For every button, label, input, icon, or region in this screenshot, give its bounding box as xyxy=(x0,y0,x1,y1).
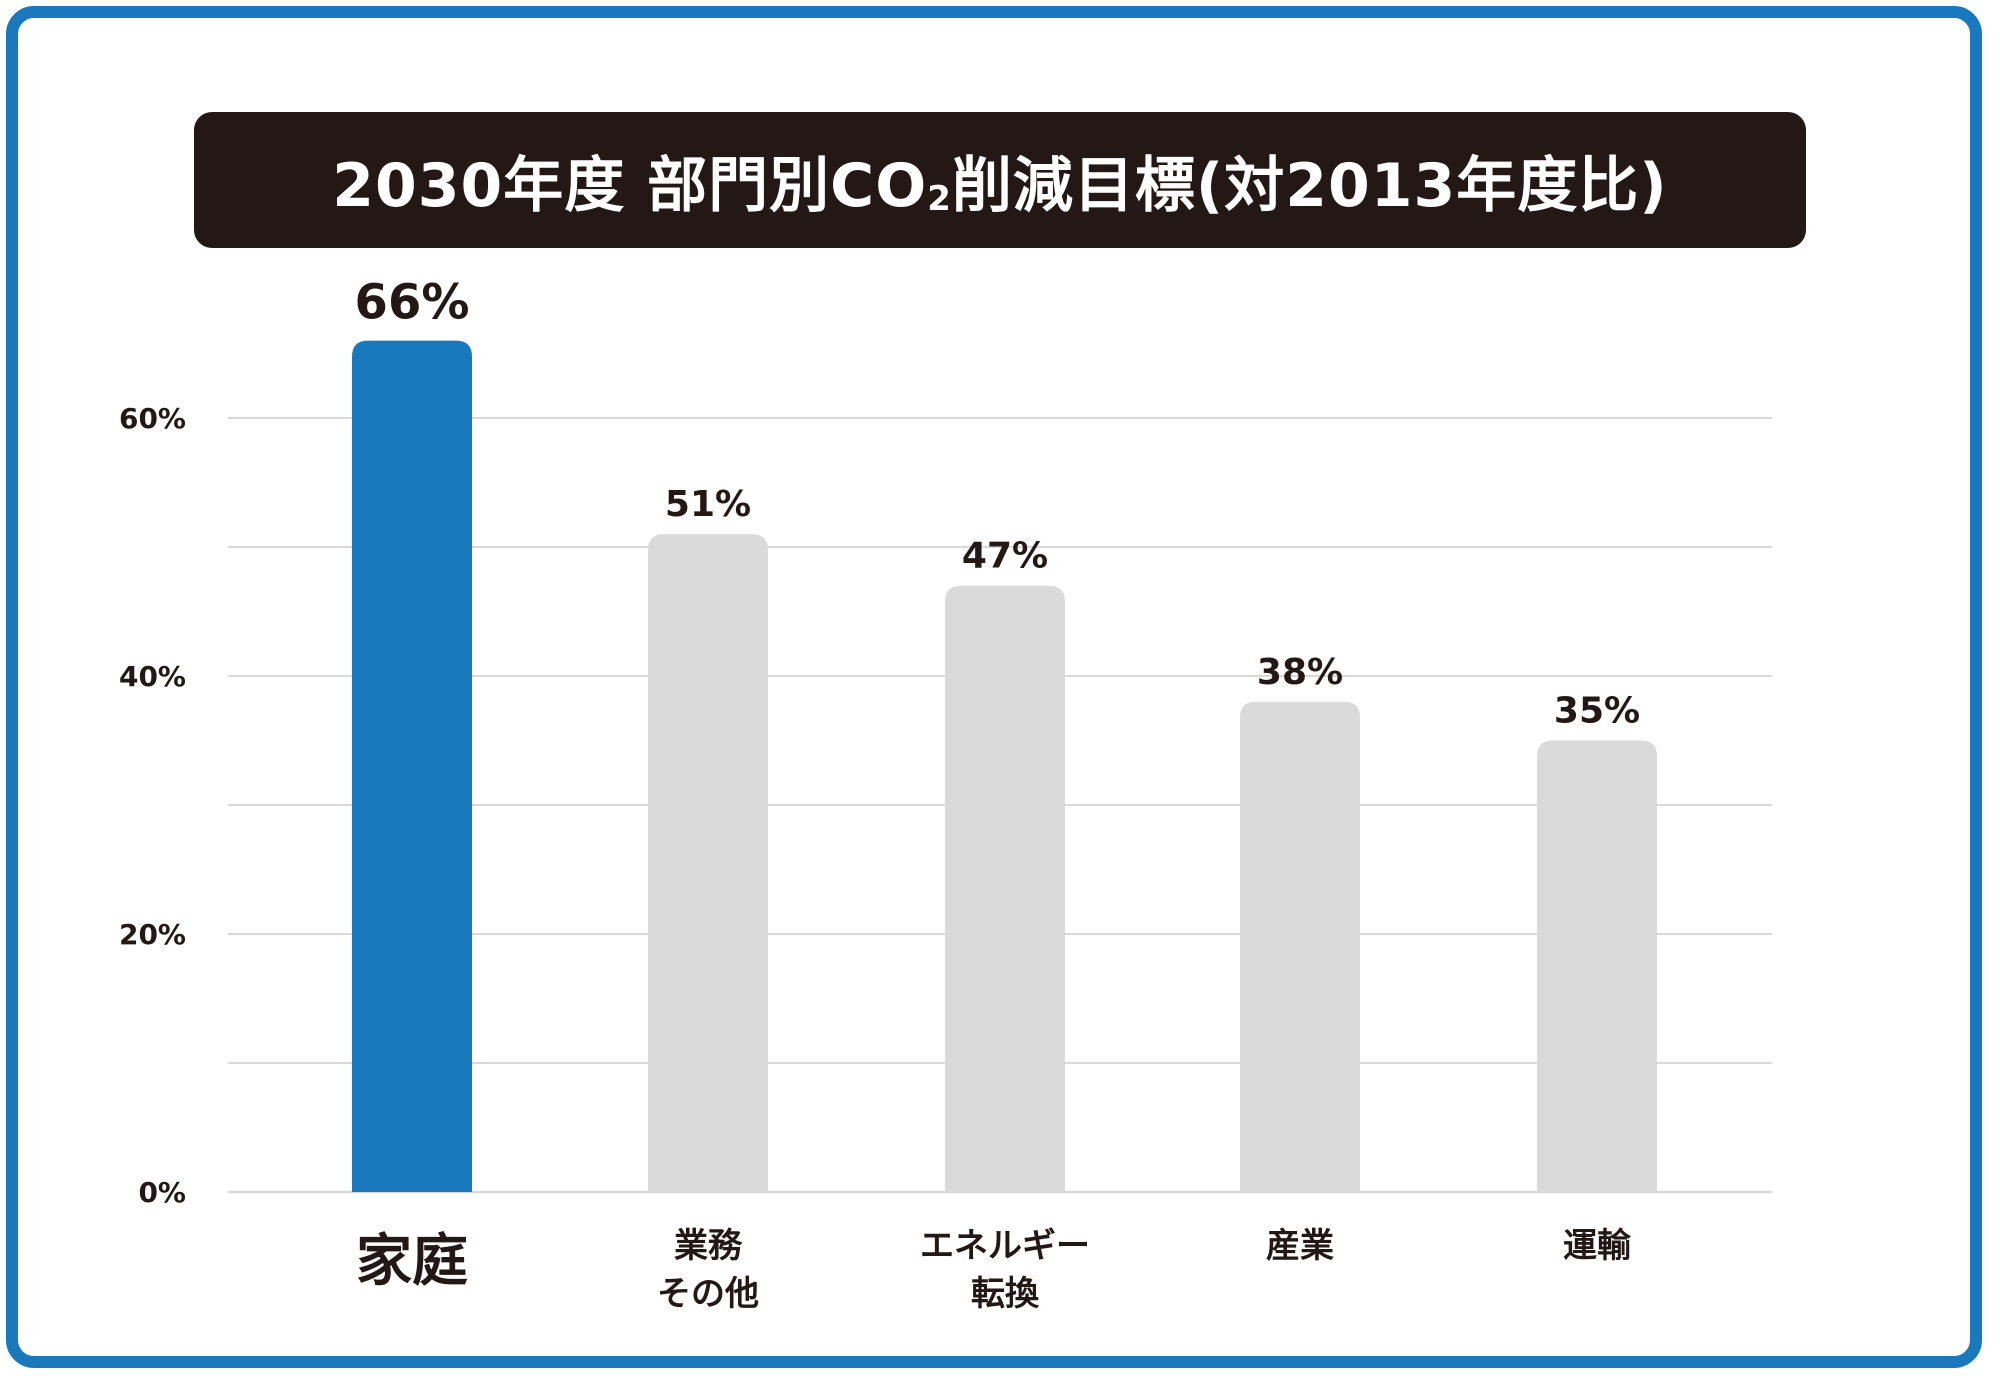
x-category-label: 転換 xyxy=(971,1274,1040,1314)
x-category-label: 家庭 xyxy=(356,1229,468,1294)
x-category-label: その他 xyxy=(657,1274,759,1314)
y-tick-label: 0% xyxy=(138,1176,186,1209)
bar-value-label: 47% xyxy=(962,536,1048,577)
chart-title-main: 2030年度 部門別CO xyxy=(332,150,928,221)
chart-title-subscript: 2 xyxy=(927,178,952,219)
chart-title: 2030年度 部門別CO2削減目標(対2013年度比) xyxy=(332,137,1667,224)
y-tick-label: 20% xyxy=(119,918,186,951)
x-category-label: エネルギー xyxy=(920,1226,1090,1266)
bar xyxy=(1240,701,1360,1192)
bar-value-label: 51% xyxy=(665,484,751,525)
chart-title-rest: 削減目標(対2013年度比) xyxy=(951,150,1668,221)
bar xyxy=(945,585,1065,1192)
bar-value-label: 38% xyxy=(1257,652,1343,693)
bar xyxy=(352,340,472,1193)
chart-title-bar: 2030年度 部門別CO2削減目標(対2013年度比) xyxy=(194,112,1806,248)
x-category-label: 運輸 xyxy=(1563,1226,1632,1266)
bar xyxy=(1537,740,1657,1192)
x-category-label: 産業 xyxy=(1266,1226,1334,1266)
bar-value-label: 35% xyxy=(1554,691,1640,732)
x-category-label: 業務 xyxy=(674,1226,743,1266)
bar xyxy=(648,534,768,1192)
y-tick-label: 60% xyxy=(119,402,186,435)
y-tick-label: 40% xyxy=(119,660,186,693)
bar-value-label: 66% xyxy=(355,275,470,331)
